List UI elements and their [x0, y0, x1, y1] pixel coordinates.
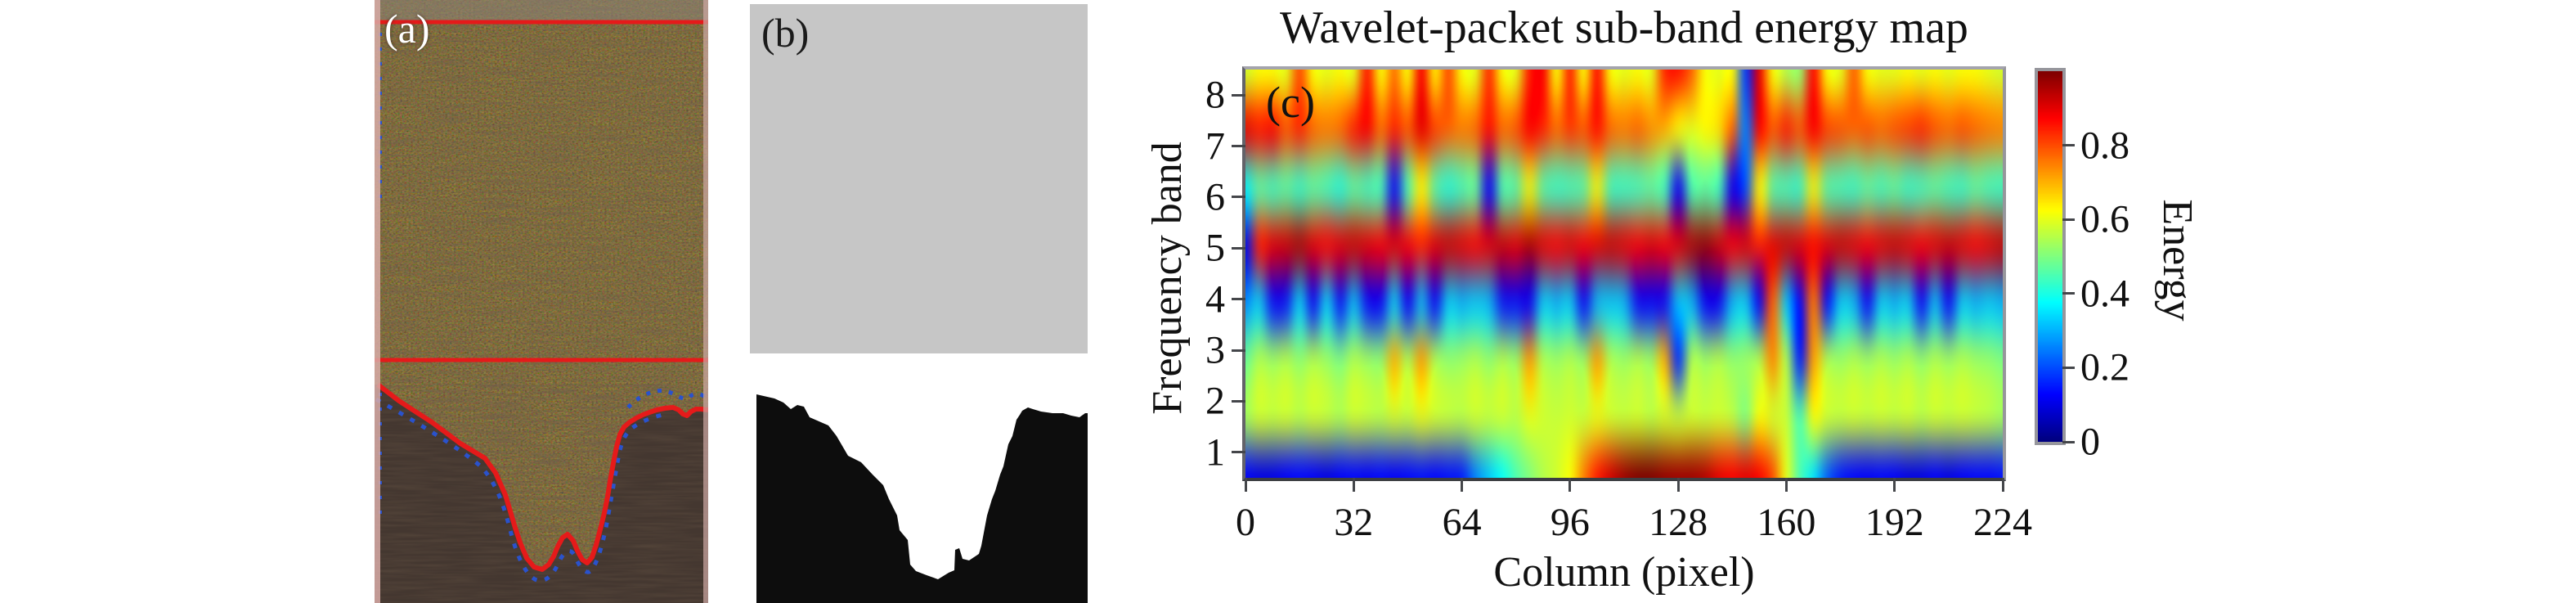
- mask-black-shape: [756, 394, 1088, 603]
- y-tick-mark: [1232, 93, 1245, 97]
- panel-b-featureless-region: (b): [750, 4, 1088, 353]
- colorbar-tick-label: 0.6: [2080, 197, 2129, 241]
- y-tick-label: 6: [1205, 175, 1225, 219]
- panel-b-label: (b): [761, 10, 810, 56]
- x-tick-mark: [1568, 478, 1572, 492]
- x-tick-mark: [1352, 478, 1355, 492]
- groove-mask-graphic: [756, 393, 1088, 603]
- colorbar-tick-label: 0.4: [2080, 272, 2129, 316]
- colorbar-canvas: [2038, 71, 2062, 442]
- weld-photo-graphic: [375, 0, 708, 603]
- y-tick-label: 7: [1205, 124, 1225, 169]
- colorbar-tick-mark: [2062, 218, 2075, 221]
- x-tick-label: 0: [1236, 501, 1255, 544]
- y-tick-mark: [1232, 196, 1245, 199]
- y-tick-mark: [1232, 399, 1245, 403]
- y-tick-label: 4: [1205, 277, 1225, 322]
- colorbar-tick-label: 0: [2080, 420, 2100, 464]
- energy-heatmap-canvas: [1245, 70, 2003, 478]
- colorbar-label: Energy: [2154, 199, 2201, 322]
- y-tick-label: 2: [1205, 379, 1225, 423]
- colorbar-tick-label: 0.8: [2080, 124, 2129, 168]
- y-tick-label: 8: [1205, 73, 1225, 117]
- y-tick-label: 1: [1205, 430, 1225, 475]
- y-tick-label: 5: [1205, 226, 1225, 270]
- panel-c-label: (c): [1266, 78, 1315, 127]
- x-tick-mark: [1461, 478, 1464, 492]
- x-tick-label: 224: [1973, 501, 2032, 544]
- blue-contour: [375, 397, 668, 583]
- x-tick-label: 64: [1442, 501, 1482, 544]
- top-strip: [375, 0, 708, 22]
- x-tick-label: 96: [1550, 501, 1590, 544]
- colorbar-tick-mark: [2062, 144, 2075, 147]
- colorbar-tick-label: 0.2: [2080, 345, 2129, 389]
- y-tick-mark: [1232, 145, 1245, 148]
- blue-contour-right: [626, 389, 708, 409]
- x-tick-label: 32: [1334, 501, 1374, 544]
- panel-a-weld-photo: [375, 0, 708, 603]
- right-border: [703, 0, 708, 603]
- red-groove-contour: [376, 382, 708, 572]
- x-tick-mark: [1893, 478, 1896, 492]
- colorbar-tick-mark: [2062, 440, 2075, 443]
- panel-a-label: (a): [384, 6, 430, 52]
- left-border: [375, 0, 380, 603]
- y-tick-mark: [1232, 246, 1245, 250]
- colorbar-frame: [2035, 68, 2066, 445]
- y-tick-mark: [1232, 451, 1245, 454]
- panel-b-groove-mask: [756, 393, 1088, 603]
- x-tick-mark: [1676, 478, 1680, 492]
- x-tick-mark: [2001, 478, 2004, 492]
- x-tick-label: 192: [1865, 501, 1924, 544]
- chart-title: Wavelet-packet sub-band energy map: [1280, 2, 1968, 53]
- y-tick-mark: [1232, 349, 1245, 352]
- colorbar-tick-mark: [2062, 366, 2075, 369]
- heatmap-frame: [1242, 66, 2006, 481]
- y-tick-mark: [1232, 298, 1245, 301]
- x-axis-label: Column (pixel): [1493, 549, 1755, 596]
- y-tick-label: 3: [1205, 328, 1225, 372]
- x-tick-mark: [1244, 478, 1247, 492]
- colorbar-tick-mark: [2062, 292, 2075, 295]
- x-tick-mark: [1784, 478, 1788, 492]
- x-tick-label: 160: [1757, 501, 1816, 544]
- x-tick-label: 128: [1649, 501, 1708, 544]
